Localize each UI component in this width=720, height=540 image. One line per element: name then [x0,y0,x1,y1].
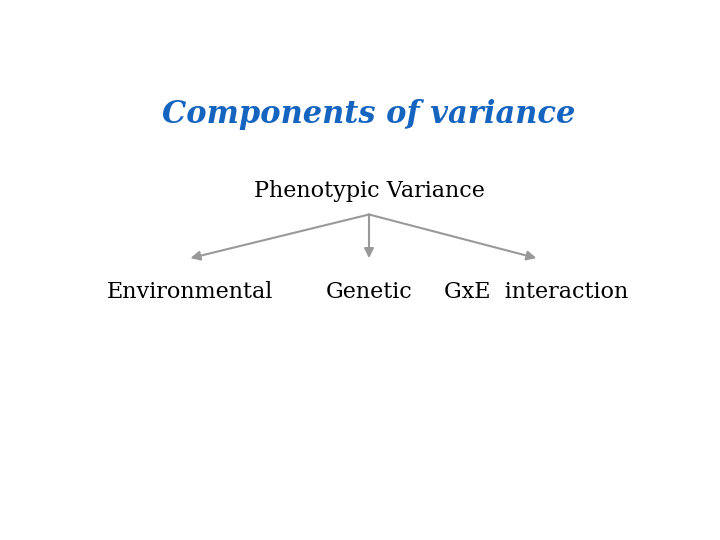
Text: Phenotypic Variance: Phenotypic Variance [253,180,485,202]
Text: Components of variance: Components of variance [162,99,576,130]
Text: Environmental: Environmental [107,281,274,303]
Text: GxE  interaction: GxE interaction [444,281,629,303]
Text: Genetic: Genetic [325,281,413,303]
